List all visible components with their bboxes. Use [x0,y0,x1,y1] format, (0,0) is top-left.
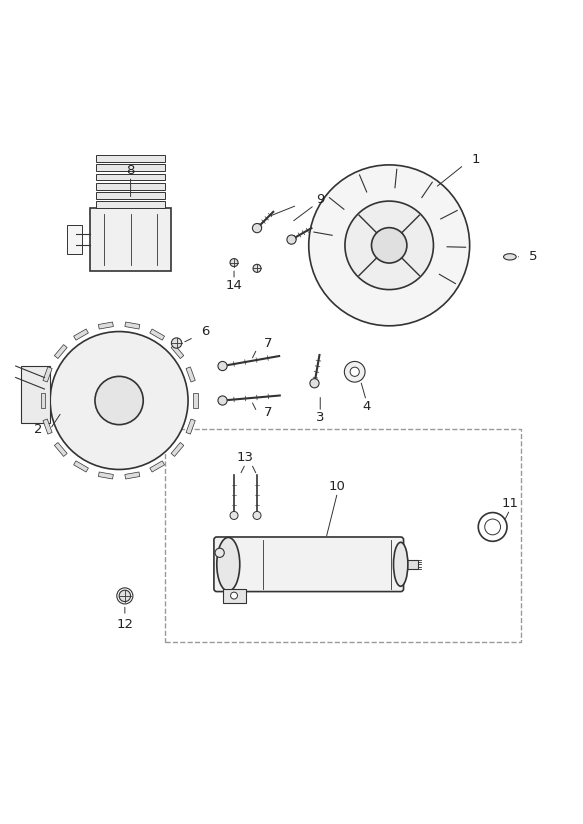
Circle shape [350,368,359,377]
Bar [96,192,165,199]
Circle shape [252,223,262,232]
Text: 9: 9 [316,193,324,206]
Text: 7: 7 [264,405,273,419]
Circle shape [218,362,227,371]
Bar [186,419,195,434]
Text: 12: 12 [117,618,134,631]
Bar [73,329,89,340]
Ellipse shape [504,254,516,260]
Circle shape [287,235,296,244]
Circle shape [230,512,238,519]
Bar [96,201,165,208]
Circle shape [215,548,224,557]
Text: 8: 8 [127,164,135,177]
Circle shape [171,338,182,349]
Circle shape [231,592,237,599]
Bar [96,164,165,171]
Circle shape [484,519,501,535]
Bar [73,461,89,472]
Bar [99,322,113,329]
Bar [22,366,50,424]
Bar [150,461,164,472]
Bar [54,442,67,456]
Bar [68,225,82,254]
Bar [96,183,165,190]
FancyBboxPatch shape [214,537,403,592]
Bar [43,419,52,434]
Circle shape [253,512,261,519]
Circle shape [253,265,261,273]
Bar [54,344,67,358]
Bar [90,208,171,271]
Bar [165,429,521,642]
Bar [171,344,184,358]
Bar [43,367,52,382]
Text: 6: 6 [201,325,209,338]
Text: 5: 5 [529,250,537,264]
Bar [171,442,184,456]
Bar [401,559,418,569]
Bar [96,174,165,180]
Bar [193,393,198,408]
Text: 7: 7 [264,336,273,349]
Bar [99,472,113,479]
Circle shape [95,377,143,424]
Text: 2: 2 [34,423,43,436]
Text: 1: 1 [471,152,480,166]
Circle shape [218,396,227,405]
Bar [96,155,165,162]
Bar [186,367,195,382]
Text: 11: 11 [501,498,518,510]
Text: 3: 3 [316,411,325,424]
Circle shape [310,379,319,388]
Circle shape [478,513,507,541]
Circle shape [50,331,188,470]
Ellipse shape [217,537,240,591]
Circle shape [345,201,433,289]
Bar [223,588,245,603]
Ellipse shape [394,542,408,586]
Text: 14: 14 [226,279,243,292]
Circle shape [230,259,238,267]
Bar [125,472,140,479]
Text: 4: 4 [362,400,370,413]
Bar [150,329,164,340]
Circle shape [119,590,131,602]
Circle shape [309,165,470,325]
Bar [125,322,140,329]
Circle shape [371,227,407,263]
Circle shape [345,362,365,382]
Text: 10: 10 [329,480,346,494]
Bar [41,393,45,408]
Text: 13: 13 [237,452,254,465]
